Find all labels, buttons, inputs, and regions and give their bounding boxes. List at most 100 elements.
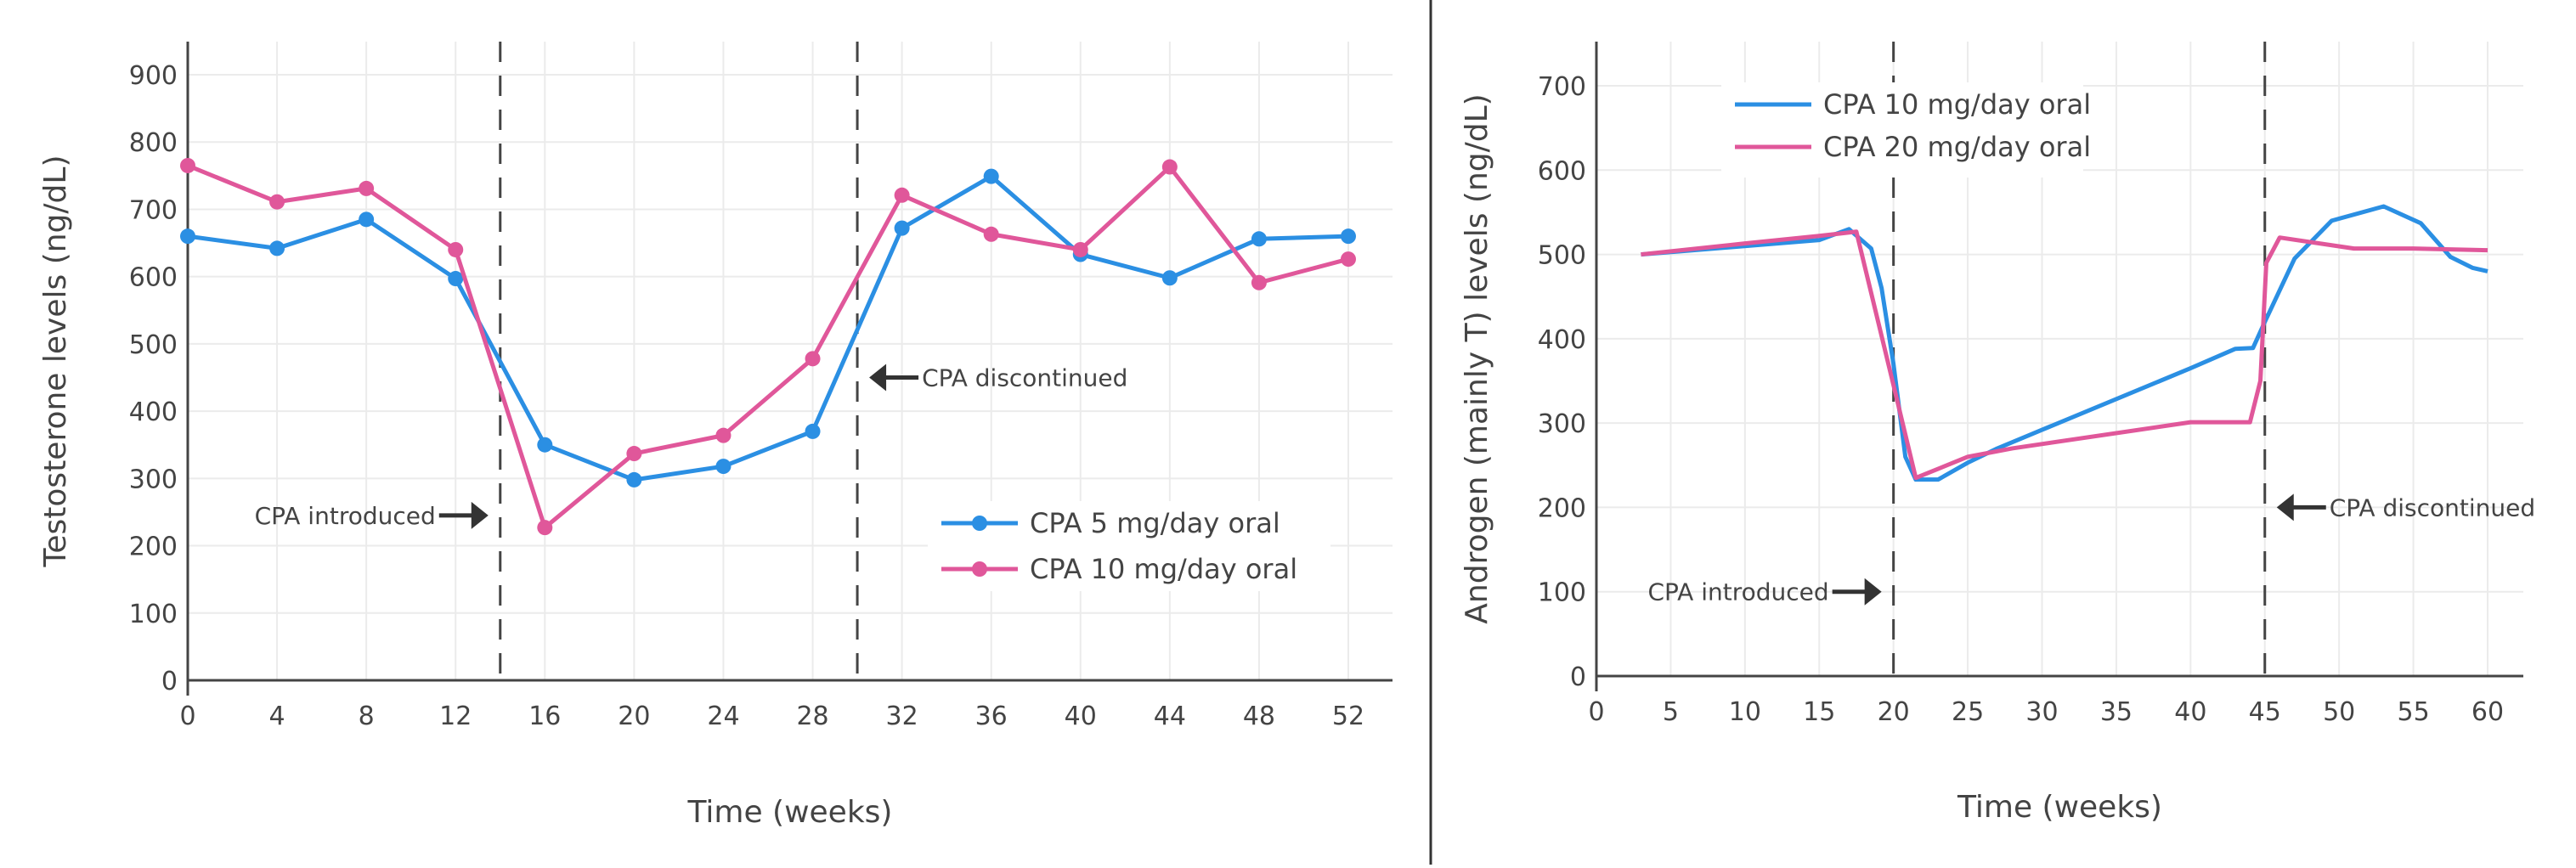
x-tick-label: 52 xyxy=(1332,702,1364,731)
x-tick-label: 8 xyxy=(359,702,375,731)
legend: CPA 5 mg/day oral CPA 10 mg/day oral xyxy=(928,501,1330,591)
data-point xyxy=(359,180,375,196)
annotation-label: CPA introduced xyxy=(1648,578,1829,606)
y-tick-label: 600 xyxy=(129,263,178,293)
y-tick-label: 200 xyxy=(129,533,178,562)
series-line-0 xyxy=(1641,204,2488,482)
y-tick-label: 400 xyxy=(1538,325,1586,355)
legend: CPA 10 mg/day oral CPA 20 mg/day oral xyxy=(1721,82,2091,178)
data-point xyxy=(448,271,464,287)
legend-label: CPA 5 mg/day oral xyxy=(1030,507,1280,539)
series-line-1 xyxy=(187,163,1349,530)
data-point xyxy=(448,241,464,257)
x-tick-label: 45 xyxy=(2249,697,2281,727)
data-point xyxy=(269,240,285,256)
data-point xyxy=(359,211,375,228)
y-tick-label: 600 xyxy=(1538,156,1586,186)
y-tick-label: 900 xyxy=(129,61,178,91)
data-point xyxy=(1341,251,1356,268)
data-point xyxy=(626,471,642,488)
data-point xyxy=(1161,270,1178,286)
x-tick-label: 32 xyxy=(886,702,918,731)
x-tick-label: 50 xyxy=(2323,697,2355,727)
x-tick-label: 48 xyxy=(1243,702,1275,731)
data-point xyxy=(715,427,732,443)
x-tick-label: 15 xyxy=(1803,697,1835,727)
y-tick-label: 800 xyxy=(129,128,178,158)
arrow-left-icon xyxy=(2276,493,2294,521)
data-point xyxy=(983,226,999,242)
data-point xyxy=(805,351,821,367)
x-tick-label: 35 xyxy=(2100,697,2133,727)
x-tick-label: 10 xyxy=(1729,697,1761,727)
x-tick-label: 55 xyxy=(2397,697,2429,727)
x-tick-label: 0 xyxy=(1588,697,1604,727)
data-point xyxy=(1161,159,1178,175)
y-tick-label: 700 xyxy=(129,195,178,225)
data-point xyxy=(805,423,821,439)
legend-label: CPA 10 mg/day oral xyxy=(1823,88,2091,121)
data-point xyxy=(626,446,642,462)
arrow-right-icon xyxy=(1864,578,1882,606)
y-tick-label: 200 xyxy=(1538,493,1586,523)
data-point xyxy=(180,157,195,173)
legend-background xyxy=(1721,82,2083,178)
y-axis-title: Androgen (mainly T) levels (ng/dL) xyxy=(1460,93,1494,623)
chart-androgen: 0 5 10 15 20 25 30 35 40 45 50 55 600100200300400500… xyxy=(1460,42,2535,825)
data-point xyxy=(269,194,285,210)
x-tick-label: 5 xyxy=(1663,697,1679,727)
y-tick-label: 100 xyxy=(129,600,178,629)
data-point xyxy=(1072,241,1088,257)
x-tick-label: 24 xyxy=(707,702,739,731)
y-tick-label: 100 xyxy=(1538,578,1586,608)
x-tick-label: 30 xyxy=(2025,697,2058,727)
x-axis-title: Time (weeks) xyxy=(1957,790,2162,825)
x-axis-title: Time (weeks) xyxy=(687,795,893,830)
x-tick-label: 60 xyxy=(2471,697,2504,727)
y-axis-title: Testosterone levels (ng/dL) xyxy=(38,155,73,568)
x-tick-label: 0 xyxy=(179,702,195,731)
y-tick-label: 500 xyxy=(1538,241,1586,271)
y-tick-label: 400 xyxy=(129,397,178,427)
arrow-left-icon xyxy=(869,364,887,392)
legend-marker xyxy=(972,561,987,577)
legend-marker xyxy=(972,516,987,531)
legend-background xyxy=(928,501,1330,591)
data-point xyxy=(537,520,553,536)
x-tick-label: 44 xyxy=(1154,702,1186,731)
data-point xyxy=(894,187,910,203)
data-point xyxy=(894,220,910,236)
series-line-0 xyxy=(187,174,1349,482)
y-tick-label: 500 xyxy=(129,330,178,360)
data-point xyxy=(537,437,553,453)
x-tick-label: 20 xyxy=(618,702,650,731)
y-tick-label: 300 xyxy=(129,465,178,494)
legend-label: CPA 10 mg/day oral xyxy=(1030,553,1297,585)
data-point xyxy=(1251,231,1267,247)
y-tick-label: 300 xyxy=(1538,409,1586,439)
y-tick-label: 0 xyxy=(161,667,178,696)
x-tick-label: 16 xyxy=(528,702,561,731)
x-tick-label: 12 xyxy=(439,702,472,731)
data-point xyxy=(1251,274,1267,290)
data-point xyxy=(983,168,999,184)
x-tick-label: 40 xyxy=(1065,702,1097,731)
annotation-label: CPA introduced xyxy=(255,502,436,530)
annotation-label: CPA discontinued xyxy=(922,364,1127,392)
x-tick-label: 36 xyxy=(975,702,1008,731)
x-tick-label: 25 xyxy=(1952,697,1984,727)
data-point xyxy=(715,459,732,475)
data-point xyxy=(1341,228,1356,245)
legend-label: CPA 20 mg/day oral xyxy=(1823,131,2091,163)
x-tick-label: 40 xyxy=(2174,697,2206,727)
y-tick-label: 0 xyxy=(1570,662,1586,692)
x-tick-label: 20 xyxy=(1878,697,1910,727)
y-tick-label: 700 xyxy=(1538,72,1586,102)
data-point xyxy=(180,228,195,245)
arrow-right-icon xyxy=(471,501,489,529)
series-line-1 xyxy=(1641,229,2488,481)
x-tick-label: 4 xyxy=(269,702,285,731)
chart-testosterone: 0 4 8 12 16 20 24 28 32 36 40 44 48 52010020030040050… xyxy=(38,42,1393,830)
x-tick-label: 28 xyxy=(796,702,828,731)
